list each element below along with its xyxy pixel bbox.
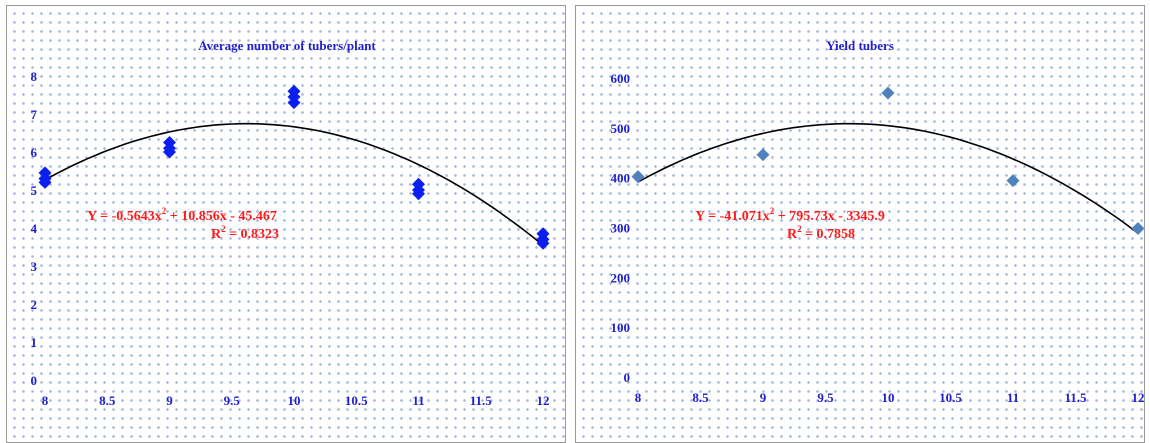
r-squared-suffix: = 0.7858 [802, 227, 855, 242]
r-squared-exponent: 2 [221, 224, 226, 234]
x-tick-label: 10 [288, 393, 301, 408]
data-point [163, 136, 176, 149]
x-axis-ticks: 8 8.5 9 9.5 10 10.5 11 11.5 12 [42, 393, 550, 408]
x-tick-label: 9 [166, 393, 173, 408]
x-tick-label: 9.5 [817, 390, 834, 405]
y-axis-ticks: 0 1 2 3 4 5 6 7 8 [31, 69, 38, 388]
data-point [412, 177, 425, 191]
x-tick-label: 9.5 [224, 393, 241, 408]
equation-exponent: 2 [770, 206, 775, 216]
data-point [536, 227, 550, 241]
r-squared-label: R2 = 0.8323 [211, 224, 279, 242]
trend-equation: Y = -0.5643x2 + 10.856x - 45.467 [87, 206, 277, 224]
r-squared-label: R2 = 0.7858 [787, 224, 855, 242]
y-tick-label: 8 [31, 69, 38, 84]
data-point [631, 170, 645, 184]
y-tick-label: 4 [31, 221, 38, 236]
r-squared-exponent: 2 [797, 224, 802, 234]
chart-panel-tubers: Average number of tubers/plant 8 8.5 9 9.5 1… [6, 5, 566, 443]
equation-prefix: Y = -0.5643x [87, 209, 162, 224]
y-tick-label: 6 [31, 145, 38, 160]
y-tick-label: 500 [611, 121, 631, 136]
x-tick-label: 12 [537, 393, 550, 408]
y-tick-label: 200 [611, 270, 631, 285]
x-tick-label: 11 [1007, 390, 1019, 405]
trend-equation: Y = -41.071x2 + 795.73x - 3345.9 [695, 206, 885, 224]
data-point [38, 166, 52, 180]
x-tick-label: 11.5 [1064, 390, 1087, 405]
chart-panel-yield: Yield tubers 8 8.5 9 9.5 10 10.5 11 11.5 12 0 100… [575, 5, 1145, 443]
data-points [38, 84, 550, 250]
x-tick-label: 10.5 [345, 393, 368, 408]
y-tick-label: 3 [31, 259, 38, 274]
data-point [881, 86, 895, 100]
x-tick-label: 8 [635, 390, 642, 405]
data-points [631, 86, 1144, 235]
data-point [1131, 221, 1144, 235]
x-axis-ticks: 8 8.5 9 9.5 10 10.5 11 11.5 12 [635, 390, 1145, 405]
x-tick-label: 8 [42, 393, 49, 408]
chart-tubers-per-plant: Average number of tubers/plant 8 8.5 9 9.5 1… [31, 38, 550, 408]
trendline [637, 122, 1139, 234]
x-tick-label: 11 [412, 393, 424, 408]
r-squared-suffix: = 0.8323 [226, 227, 279, 242]
x-tick-label: 10 [882, 390, 895, 405]
y-tick-label: 1 [31, 335, 38, 350]
x-tick-label: 9 [760, 390, 767, 405]
y-tick-label: 100 [611, 320, 631, 335]
y-tick-label: 300 [611, 221, 631, 236]
trendline [44, 122, 544, 246]
equation-suffix: + 795.73x - 3345.9 [774, 209, 885, 224]
y-tick-label: 0 [624, 370, 631, 385]
equation-prefix: Y = -41.071x [695, 209, 770, 224]
equation-suffix: + 10.856x - 45.467 [166, 209, 277, 224]
x-tick-label: 8.5 [692, 390, 709, 405]
y-tick-label: 5 [31, 183, 38, 198]
y-tick-label: 600 [611, 71, 631, 86]
y-tick-label: 0 [31, 373, 38, 388]
x-tick-label: 11.5 [470, 393, 493, 408]
x-tick-label: 12 [1132, 390, 1145, 405]
chart-yield-tubers: Yield tubers 8 8.5 9 9.5 10 10.5 11 11.5 12 0 100… [611, 38, 1145, 405]
y-axis-ticks: 0 100 200 300 400 500 600 [611, 71, 631, 385]
equation-exponent: 2 [162, 206, 167, 216]
data-point [287, 84, 301, 98]
chart-title: Average number of tubers/plant [198, 38, 376, 53]
x-tick-label: 10.5 [939, 390, 962, 405]
y-tick-label: 2 [31, 297, 38, 312]
y-tick-label: 7 [31, 107, 38, 122]
r-squared-prefix: R [211, 227, 222, 242]
data-point [756, 148, 770, 162]
data-point [1006, 174, 1020, 188]
y-tick-label: 400 [611, 171, 631, 186]
chart-title: Yield tubers [826, 38, 894, 53]
x-tick-label: 8.5 [99, 393, 116, 408]
r-squared-prefix: R [787, 227, 798, 242]
